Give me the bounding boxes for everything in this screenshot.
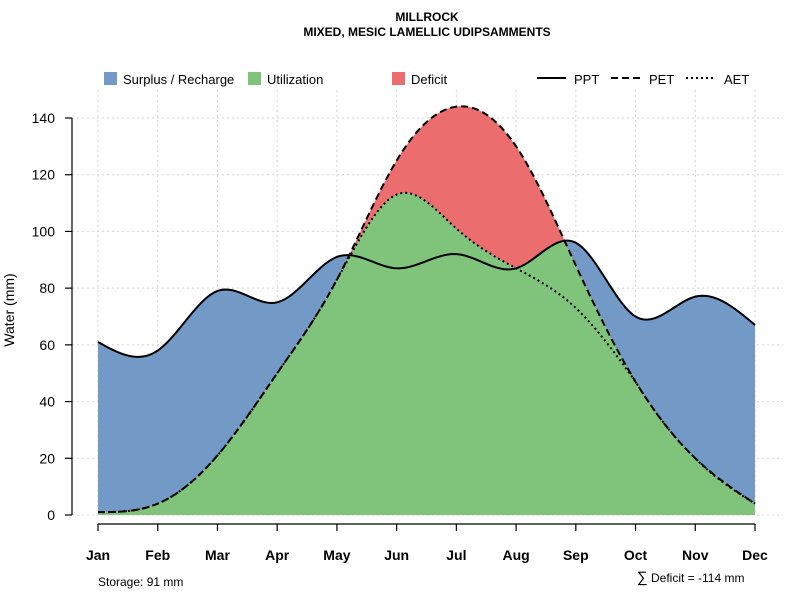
y-tick-label: 80 (39, 280, 55, 296)
y-tick-label: 120 (32, 167, 56, 183)
x-tick-label-nov: Nov (682, 547, 709, 563)
legend: Surplus / Recharge Utilization Deficit P… (104, 72, 749, 87)
legend-label-pet: PET (649, 72, 674, 87)
x-tick-label-jul: Jul (446, 547, 466, 563)
deficit-band-area (98, 106, 755, 513)
legend-swatch-deficit (392, 72, 405, 85)
legend-label-aet: AET (724, 72, 749, 87)
chart-subtitle: MIXED, MESIC LAMELLIC UDIPSAMMENTS (303, 25, 550, 39)
x-tick-label-may: May (323, 547, 350, 563)
deficit-annotation: Deficit = -114 mm (651, 571, 744, 585)
plot-lines (97, 105, 756, 514)
legend-label-utilization: Utilization (267, 72, 323, 87)
x-tick-label-aug: Aug (502, 547, 529, 563)
x-tick-label-sep: Sep (563, 547, 589, 563)
x-tick-label-mar: Mar (205, 547, 230, 563)
utilization-band-area (98, 192, 755, 515)
chart-title: MILLROCK (395, 10, 459, 24)
legend-label-ppt: PPT (574, 72, 599, 87)
legend-swatch-surplus (104, 72, 117, 85)
x-tick-label-apr: Apr (265, 547, 290, 563)
y-tick-label: 60 (39, 337, 55, 353)
x-tick-label-jun: Jun (384, 547, 409, 563)
y-tick-label: 20 (39, 450, 55, 466)
sigma-symbol: ∑ (637, 569, 648, 586)
axes: 0 20 40 60 80 100 120 140 Jan Feb Mar Apr May Jun Jul A… (32, 110, 768, 563)
legend-label-deficit: Deficit (411, 72, 448, 87)
legend-label-surplus: Surplus / Recharge (123, 72, 234, 87)
y-tick-label: 0 (47, 507, 55, 523)
y-axis-label: Water (mm) (1, 273, 17, 346)
ppt-line (97, 239, 756, 358)
y-tick-label: 100 (32, 223, 56, 239)
y-tick-label: 140 (32, 110, 56, 126)
aet-line (97, 191, 756, 514)
x-tick-label-feb: Feb (145, 547, 170, 563)
storage-annotation: Storage: 91 mm (98, 575, 183, 589)
surplus-above-pet-area (98, 106, 755, 513)
x-tick-label-dec: Dec (742, 547, 768, 563)
x-tick-label-oct: Oct (624, 547, 648, 563)
legend-swatch-utilization (248, 72, 261, 85)
x-tick-label-jan: Jan (86, 547, 110, 563)
plot-areas (98, 106, 755, 515)
y-tick-label: 40 (39, 394, 55, 410)
